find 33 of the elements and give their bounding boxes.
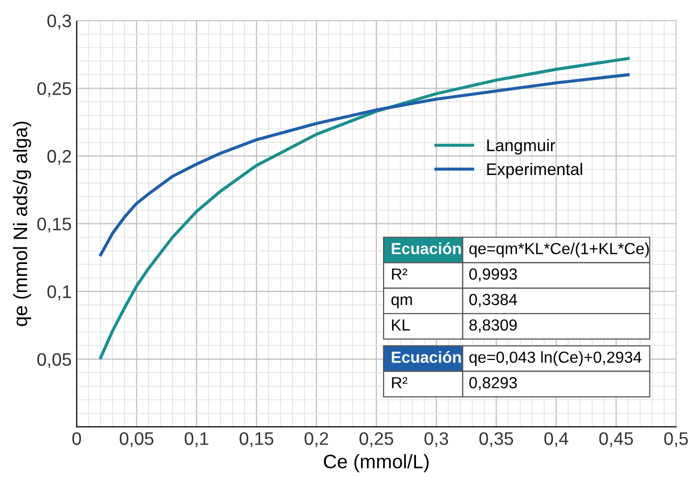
annotation: 0,8293 xyxy=(469,377,517,390)
annotation: Ecuación xyxy=(392,242,461,254)
x-tick-label: 0,15 xyxy=(240,432,274,448)
annotation: qe=0,043 ln(Ce)+0,2934 xyxy=(469,351,642,366)
x-tick-label: 0,4 xyxy=(544,432,568,448)
x-tick-label: 0,2 xyxy=(304,432,328,448)
x-tick-label: 0,05 xyxy=(120,432,154,448)
x-axis-title: Ce (mmol/L) xyxy=(324,454,429,472)
x-tick-label: 0 xyxy=(72,432,81,445)
legend-label: Langmuir xyxy=(487,138,556,155)
x-tick-label: 0,5 xyxy=(664,432,688,448)
y-tick-label: 0,2 xyxy=(47,150,71,165)
x-tick-label: 0,1 xyxy=(184,432,208,448)
annotation: 0,3384 xyxy=(469,294,518,308)
y-tick-label: 0,05 xyxy=(37,353,72,368)
x-tick-label: 0,3 xyxy=(424,432,448,448)
annotation: R² xyxy=(392,377,408,388)
y-tick-label: 0,15 xyxy=(37,218,72,233)
annotation: qm xyxy=(391,296,412,308)
annotation: 8,8309 xyxy=(469,319,517,333)
annotation: 0,9993 xyxy=(469,268,517,282)
y-axis-title: qe (mmol Ni ads/g alga) xyxy=(12,122,32,326)
legend-label: Experimental xyxy=(487,162,582,178)
annotation: R² xyxy=(392,268,408,280)
y-tick-label: 0,1 xyxy=(47,285,71,300)
y-tick-label: 0,25 xyxy=(37,82,72,98)
annotation: Ecuación xyxy=(392,351,461,363)
x-tick-label: 0,25 xyxy=(360,432,394,448)
annotation: KL xyxy=(392,320,410,330)
x-tick-label: 0,45 xyxy=(599,432,633,448)
annotation: qe=qm*KL*Ce/(1+KL*Ce) xyxy=(469,242,649,258)
x-tick-label: 0,35 xyxy=(479,432,514,448)
y-tick-label: 0,3 xyxy=(47,14,72,30)
